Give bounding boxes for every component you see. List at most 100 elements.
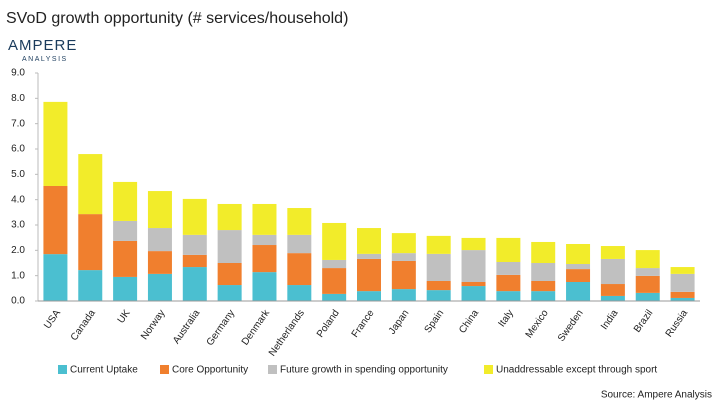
bar-segment <box>566 244 591 265</box>
bar-segment <box>217 203 242 231</box>
bar-segment <box>113 240 138 277</box>
x-tick-label: India <box>599 308 621 332</box>
bar-segment <box>391 260 416 290</box>
bar-segment <box>426 235 451 254</box>
bar-segment <box>113 181 138 221</box>
bar-segment <box>670 273 695 292</box>
bar-segment <box>217 263 242 286</box>
x-tick-label: USA <box>42 308 63 331</box>
bar-segment <box>252 245 277 273</box>
bar-segment <box>670 267 695 274</box>
legend-swatch <box>268 365 277 374</box>
y-tick-label: 1.0 <box>11 270 25 281</box>
legend-swatch <box>160 365 169 374</box>
bar-segment <box>43 254 68 301</box>
bar-segment <box>391 253 416 261</box>
x-tick-label: Netherlands <box>267 308 307 358</box>
bar-segment <box>357 228 381 254</box>
bar-segment <box>182 267 207 301</box>
source: Source: Ampere Analysis <box>601 390 712 401</box>
bar-segment <box>78 270 103 301</box>
x-tick-label: France <box>350 308 377 340</box>
x-tick-label: Spain <box>423 308 447 335</box>
bar-segment <box>322 293 347 301</box>
bar-segment <box>566 282 591 301</box>
bar-segment <box>426 280 451 291</box>
x-tick-label: UK <box>116 308 133 326</box>
x-tick-label: Germany <box>205 308 238 348</box>
chart-title: SVoD growth opportunity (# services/hous… <box>6 10 348 27</box>
y-tick-label: 5.0 <box>11 169 25 180</box>
bar-segment <box>287 208 312 235</box>
bar-segment <box>217 285 242 301</box>
x-tick-label: Japan <box>387 308 412 337</box>
bar-segment <box>147 251 172 274</box>
legend-swatch <box>484 365 493 374</box>
y-tick-label: 9.0 <box>11 68 25 79</box>
legend-label: Current Uptake <box>70 365 138 376</box>
bar-segment <box>322 222 347 260</box>
bar-segment <box>531 291 556 301</box>
x-tick-label: Brazil <box>632 308 655 335</box>
logo: AMPERE <box>8 37 77 54</box>
bar-segment <box>217 230 242 263</box>
bar-segment <box>78 154 103 215</box>
bar-segment <box>531 280 556 292</box>
bar-segment <box>43 101 68 186</box>
bar-segment <box>357 291 381 301</box>
bar-segment <box>182 254 207 268</box>
bar-segment <box>113 220 138 241</box>
bar-segment <box>147 191 172 229</box>
bar-segment <box>78 214 103 271</box>
x-tick-label: Canada <box>69 308 98 343</box>
y-tick-label: 7.0 <box>11 118 25 129</box>
x-tick-label: Italy <box>496 308 516 329</box>
bar-segment <box>357 253 381 259</box>
legend-swatch <box>58 365 67 374</box>
x-tick-label: Poland <box>315 308 342 340</box>
y-tick-label: 0.0 <box>11 296 25 307</box>
bar-segment <box>461 237 486 251</box>
bar-segment <box>426 290 451 301</box>
logo-sub: ANALYSIS <box>22 56 68 63</box>
bar-segment <box>635 268 660 276</box>
bar-segment <box>496 291 521 301</box>
bar-segment <box>635 275 660 293</box>
y-tick-label: 4.0 <box>11 194 25 205</box>
bar-segment <box>322 259 347 269</box>
bar-segment <box>635 250 660 269</box>
bar-segment <box>461 282 486 287</box>
bar-segment <box>670 297 695 301</box>
x-tick-label: Mexico <box>524 308 551 341</box>
bar-segment <box>252 272 277 301</box>
x-tick-label: Norway <box>139 308 167 342</box>
bar-segment <box>531 241 556 263</box>
legend-label: Core Opportunity <box>172 365 248 376</box>
bar-segment <box>496 274 521 292</box>
bar-segment <box>461 286 486 301</box>
bar-segment <box>252 203 277 235</box>
bar-segment <box>496 237 521 262</box>
bar-segment <box>147 273 172 301</box>
y-tick-label: 2.0 <box>11 245 25 256</box>
bar-segment <box>566 269 591 282</box>
bar-segment <box>357 258 381 292</box>
bar-segment <box>113 276 138 301</box>
x-tick-label: China <box>457 308 481 336</box>
bar-segment <box>496 261 521 275</box>
x-tick-label: Sweden <box>556 308 586 344</box>
bar-segment <box>252 234 277 246</box>
bar-segment <box>600 246 625 259</box>
bar-segment <box>461 250 486 282</box>
y-tick-label: 3.0 <box>11 220 25 231</box>
bar-segment <box>635 292 660 301</box>
bar-segment <box>391 233 416 254</box>
bar-segment <box>566 264 591 270</box>
y-tick-label: 6.0 <box>11 144 25 155</box>
bar-segment <box>287 253 312 286</box>
y-tick-label: 8.0 <box>11 93 25 104</box>
bar-segment <box>391 289 416 301</box>
x-tick-label: Denmark <box>240 307 273 347</box>
bar-segment <box>600 258 625 285</box>
bar-segment <box>147 228 172 252</box>
